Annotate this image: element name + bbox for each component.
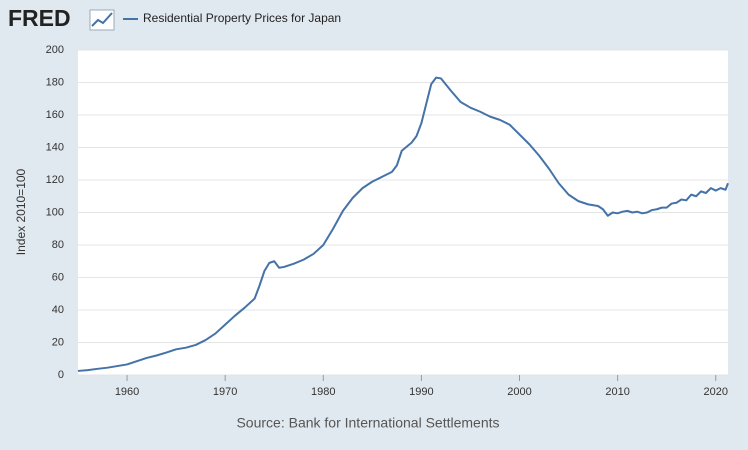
y-tick-label: 20 [52,336,64,348]
y-axis-label: Index 2010=100 [14,168,28,255]
y-tick-label: 180 [46,76,64,88]
x-tick-label: 1980 [311,386,335,398]
y-tick-label: 120 [46,174,64,186]
logo-icon [89,9,115,31]
y-tick-label: 200 [46,44,64,56]
y-tick-label: 100 [46,206,64,218]
y-tick-label: 80 [52,239,64,251]
y-tick-label: 0 [58,369,64,381]
logo: FRED [8,5,71,31]
y-tick-label: 40 [52,304,64,316]
x-tick-label: 1990 [409,386,433,398]
source-note: Source: Bank for International Settlemen… [236,415,499,431]
x-tick-label: 2020 [703,386,727,398]
x-tick-label: 1970 [213,386,237,398]
y-tick-label: 140 [46,141,64,153]
y-tick-label: 60 [52,271,64,283]
x-tick-label: 2010 [605,386,629,398]
x-tick-label: 1960 [115,386,139,398]
x-tick-label: 2000 [507,386,531,398]
data-line [77,76,729,372]
y-tick-label: 160 [46,109,64,121]
legend-label: Residential Property Prices for Japan [143,11,341,25]
